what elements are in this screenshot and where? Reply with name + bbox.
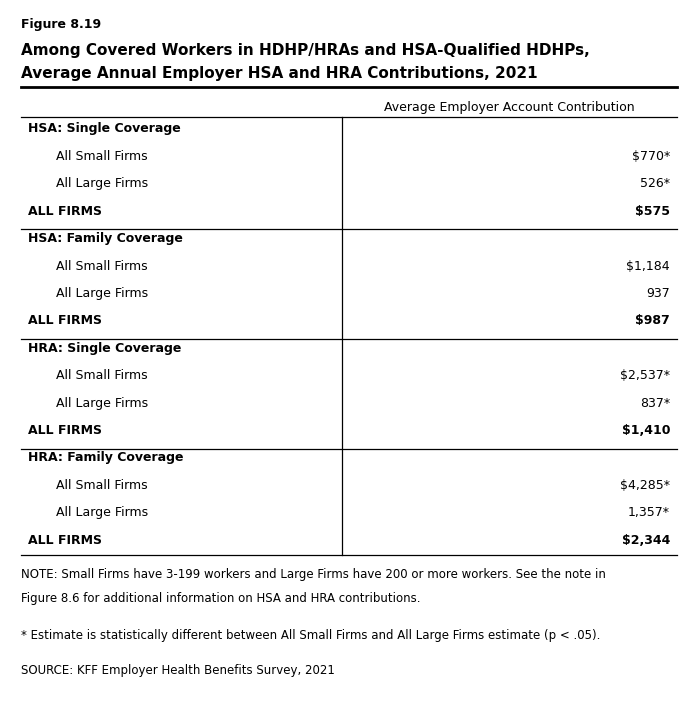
- Text: All Large Firms: All Large Firms: [56, 397, 148, 409]
- Text: 937: 937: [646, 287, 670, 300]
- Text: $1,184: $1,184: [626, 259, 670, 273]
- Text: All Small Firms: All Small Firms: [56, 150, 147, 163]
- Text: All Small Firms: All Small Firms: [56, 478, 147, 492]
- Text: $575: $575: [635, 205, 670, 218]
- Text: ALL FIRMS: ALL FIRMS: [28, 314, 102, 328]
- Text: 526*: 526*: [640, 177, 670, 190]
- Text: HRA: Single Coverage: HRA: Single Coverage: [28, 342, 181, 355]
- Text: Average Employer Account Contribution: Average Employer Account Contribution: [384, 101, 635, 114]
- Text: Figure 8.19: Figure 8.19: [21, 18, 101, 31]
- Text: HRA: Family Coverage: HRA: Family Coverage: [28, 451, 184, 464]
- Text: $770*: $770*: [632, 150, 670, 163]
- Text: All Large Firms: All Large Firms: [56, 177, 148, 190]
- Text: * Estimate is statistically different between All Small Firms and All Large Firm: * Estimate is statistically different be…: [21, 629, 600, 642]
- Text: All Small Firms: All Small Firms: [56, 259, 147, 273]
- Text: Figure 8.6 for additional information on HSA and HRA contributions.: Figure 8.6 for additional information on…: [21, 592, 420, 605]
- Text: SOURCE: KFF Employer Health Benefits Survey, 2021: SOURCE: KFF Employer Health Benefits Sur…: [21, 664, 335, 677]
- Text: 837*: 837*: [640, 397, 670, 409]
- Text: $4,285*: $4,285*: [620, 478, 670, 492]
- Text: $1,410: $1,410: [622, 424, 670, 437]
- Text: Average Annual Employer HSA and HRA Contributions, 2021: Average Annual Employer HSA and HRA Cont…: [21, 66, 537, 80]
- Text: ALL FIRMS: ALL FIRMS: [28, 533, 102, 547]
- Text: HSA: Family Coverage: HSA: Family Coverage: [28, 232, 183, 245]
- Text: $2,537*: $2,537*: [620, 369, 670, 382]
- Text: $2,344: $2,344: [622, 533, 670, 547]
- Text: 1,357*: 1,357*: [628, 506, 670, 519]
- Text: All Large Firms: All Large Firms: [56, 287, 148, 300]
- Text: ALL FIRMS: ALL FIRMS: [28, 205, 102, 218]
- Text: All Large Firms: All Large Firms: [56, 506, 148, 519]
- Text: All Small Firms: All Small Firms: [56, 369, 147, 382]
- Text: $987: $987: [635, 314, 670, 328]
- Text: HSA: Single Coverage: HSA: Single Coverage: [28, 122, 181, 135]
- Text: NOTE: Small Firms have 3-199 workers and Large Firms have 200 or more workers. S: NOTE: Small Firms have 3-199 workers and…: [21, 568, 606, 581]
- Text: Among Covered Workers in HDHP/HRAs and HSA-Qualified HDHPs,: Among Covered Workers in HDHP/HRAs and H…: [21, 43, 590, 58]
- Text: ALL FIRMS: ALL FIRMS: [28, 424, 102, 437]
